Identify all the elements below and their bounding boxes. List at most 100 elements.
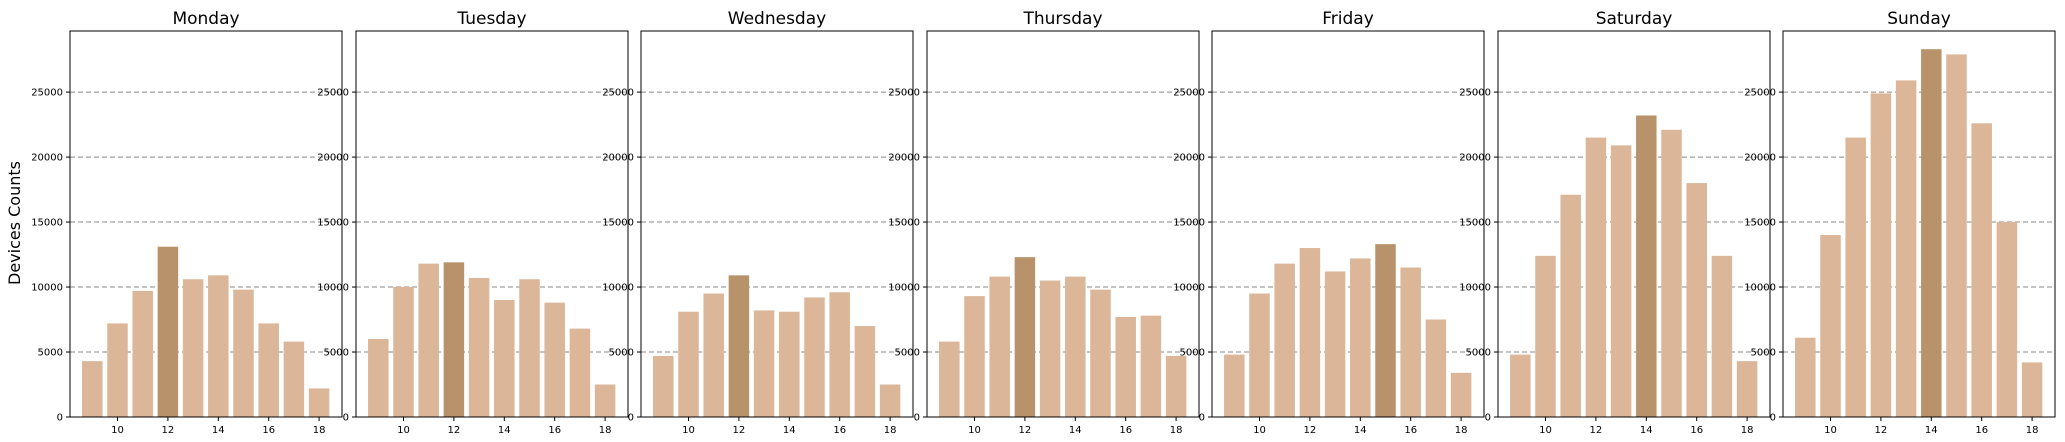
axes-frame (640, 30, 914, 418)
x-tick-label: 18 (1741, 425, 1754, 436)
x-tick-label: 10 (682, 425, 695, 436)
y-tick-label: 25000 (31, 88, 63, 99)
x-tick-label: 14 (1925, 425, 1938, 436)
x-tick-label: 18 (884, 425, 897, 436)
y-tick-label: 5000 (895, 348, 920, 359)
bar (393, 287, 414, 417)
y-tick-label: 0 (1485, 413, 1491, 424)
y-tick-label: 20000 (888, 153, 920, 164)
bar (1450, 372, 1472, 417)
bar (1736, 361, 1758, 417)
x-tick-label: 12 (1019, 425, 1032, 436)
y-tick-label: 5000 (324, 348, 349, 359)
y-tick-label: 25000 (602, 88, 634, 99)
bar (368, 339, 389, 417)
bar (1535, 255, 1556, 417)
bar (1585, 137, 1607, 417)
y-tick-label: 5000 (1751, 348, 1776, 359)
x-tick-label: 18 (1170, 425, 1183, 436)
panel-title: Friday (1322, 9, 1374, 29)
bar (1661, 129, 1682, 417)
y-tick-label: 20000 (31, 153, 63, 164)
bar (1140, 315, 1162, 417)
y-tick-label: 15000 (888, 218, 920, 229)
bar (308, 388, 330, 417)
axes-frame (355, 30, 629, 418)
y-tick-label: 15000 (1744, 218, 1776, 229)
y-tick-label: 5000 (609, 348, 634, 359)
bar (2021, 362, 2043, 417)
panel-saturday: Saturday 0 5000 10000 15000 20000 25000 10 12 14 1… (1459, 9, 1771, 436)
y-tick-label: 15000 (1173, 218, 1205, 229)
bar (1510, 354, 1531, 417)
bar (182, 279, 204, 417)
bar (1324, 271, 1346, 417)
y-tick-label: 20000 (1173, 153, 1205, 164)
y-tick-label: 15000 (317, 218, 349, 229)
bar (494, 300, 515, 417)
bar (594, 384, 616, 417)
axes-frame (1497, 30, 1771, 418)
x-tick-label: 16 (1404, 425, 1417, 436)
y-tick-label: 25000 (888, 88, 920, 99)
y-tick-label: 10000 (602, 283, 634, 294)
bar (1039, 280, 1061, 417)
bar (1299, 248, 1321, 417)
y-tick-label: 10000 (317, 283, 349, 294)
bar (879, 384, 901, 417)
x-tick-label: 14 (1069, 425, 1082, 436)
x-tick-label: 14 (783, 425, 796, 436)
y-tick-label: 15000 (1459, 218, 1491, 229)
bar (107, 323, 128, 417)
axes-frame (69, 30, 343, 418)
bar (1350, 258, 1371, 417)
bar (1400, 267, 1421, 417)
x-tick-label: 16 (262, 425, 275, 436)
y-tick-label: 25000 (1173, 88, 1205, 99)
bar (258, 323, 279, 417)
bar (1711, 255, 1733, 417)
panel-title: Tuesday (456, 9, 526, 29)
y-tick-label: 0 (1770, 413, 1776, 424)
bar (964, 296, 985, 417)
bar (468, 277, 490, 417)
bar (1115, 316, 1136, 417)
bar (728, 275, 750, 417)
bar (1895, 80, 1917, 417)
x-tick-label: 18 (313, 425, 326, 436)
bar (1610, 145, 1632, 418)
y-tick-label: 10000 (1173, 283, 1205, 294)
bar (989, 276, 1010, 417)
bar (233, 289, 254, 417)
y-tick-label: 20000 (317, 153, 349, 164)
y-tick-label: 10000 (31, 283, 63, 294)
y-tick-label: 5000 (1466, 348, 1491, 359)
bar (1820, 235, 1841, 417)
y-tick-label: 0 (343, 413, 349, 424)
bar (1971, 123, 1992, 417)
bar (1065, 276, 1086, 417)
y-tick-label: 0 (57, 413, 63, 424)
x-tick-label: 12 (162, 425, 175, 436)
x-tick-label: 10 (968, 425, 981, 436)
y-tick-label: 25000 (317, 88, 349, 99)
x-tick-label: 18 (2026, 425, 2039, 436)
y-tick-label: 20000 (1459, 153, 1491, 164)
x-tick-label: 18 (599, 425, 612, 436)
axes-frame (1211, 30, 1485, 418)
bar (283, 341, 305, 417)
bar (939, 341, 960, 417)
bar (519, 279, 540, 417)
panel-monday: Monday 0 5000 10000 15000 20000 25000 10 12 14 16 1… (31, 9, 343, 436)
x-tick-label: 10 (1253, 425, 1266, 436)
y-tick-label: 15000 (31, 218, 63, 229)
panel-title: Monday (172, 9, 239, 29)
bar (1090, 289, 1111, 417)
bar (443, 262, 465, 417)
x-tick-label: 14 (1640, 425, 1653, 436)
bar (418, 263, 439, 417)
x-tick-label: 14 (212, 425, 225, 436)
bar (1249, 293, 1270, 417)
bar (804, 297, 825, 417)
